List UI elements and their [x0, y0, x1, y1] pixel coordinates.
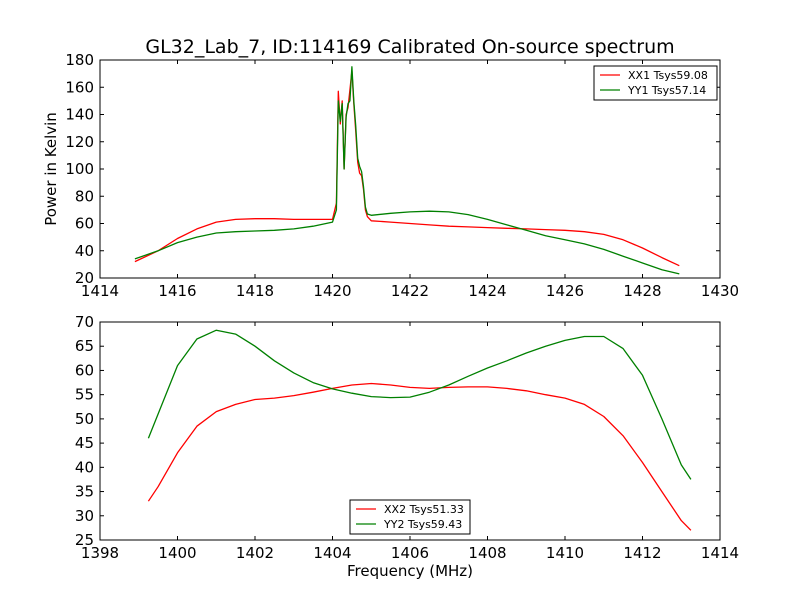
x-tick-label: 1410 — [546, 544, 584, 562]
top-plot: 1414 1416 1418 1420 1422 1424 1426 1428 1430 20 40… — [42, 51, 739, 300]
y-tick-label: 180 — [65, 51, 94, 69]
x-tick-label: 1408 — [468, 544, 506, 562]
x-tick-label: 1402 — [236, 544, 274, 562]
x-tick-label: 1420 — [313, 282, 351, 300]
y-tick-label: 65 — [75, 337, 94, 355]
x-tick-label: 1424 — [468, 282, 506, 300]
chart-title: GL32_Lab_7, ID:114169 Calibrated On-sour… — [145, 36, 674, 58]
x-tick-label: 1428 — [623, 282, 661, 300]
y-tick-label: 140 — [65, 106, 94, 124]
y-tick-label: 70 — [75, 313, 94, 331]
x-tick-label: 1400 — [158, 544, 196, 562]
y-tick-label: 30 — [75, 507, 94, 525]
legend-box — [349, 499, 471, 535]
series-line-yy1-tsys57-14 — [134, 66, 680, 275]
legend-entry: YY2 Tsys59.43 — [383, 518, 462, 531]
y-tick-label: 120 — [65, 133, 94, 151]
x-tick-label: 1430 — [701, 282, 739, 300]
y-tick-label: 40 — [75, 242, 94, 260]
y-tick-label: 60 — [75, 215, 94, 233]
x-axis-label: Frequency (MHz) — [347, 562, 473, 580]
y-tick-label: 45 — [75, 434, 94, 452]
y-tick-label: 80 — [75, 187, 94, 205]
x-tick-label: 1422 — [391, 282, 429, 300]
legend-box — [593, 65, 718, 101]
y-tick-label: 40 — [75, 458, 94, 476]
legend: XX2 Tsys51.33 YY2 Tsys59.43 — [349, 499, 471, 535]
y-tick-label: 25 — [75, 531, 94, 549]
legend: XX1 Tsys59.08 YY1 Tsys57.14 — [593, 65, 718, 101]
series-line-xx1-tsys59-08 — [134, 70, 680, 267]
legend-entry: XX1 Tsys59.08 — [628, 69, 708, 82]
x-tick-label: 1426 — [546, 282, 584, 300]
y-tick-label: 60 — [75, 361, 94, 379]
series-line-yy2-tsys59-43 — [147, 329, 692, 480]
y-tick-label: 20 — [75, 269, 94, 287]
x-tick-label: 1412 — [623, 544, 661, 562]
x-tick-label: 1414 — [81, 282, 119, 300]
y-tick-label: 50 — [75, 410, 94, 428]
x-tick-label: 1406 — [391, 544, 429, 562]
x-tick-label: 1404 — [313, 544, 351, 562]
legend-entry: YY1 Tsys57.14 — [627, 84, 706, 97]
series-line-xx2-tsys51-33 — [147, 382, 692, 531]
x-tick-label: 1398 — [81, 544, 119, 562]
x-tick-label: 1414 — [701, 544, 739, 562]
legend-entry: XX2 Tsys51.33 — [384, 503, 464, 516]
x-tick-label: 1418 — [236, 282, 274, 300]
y-tick-label: 55 — [75, 386, 94, 404]
bottom-plot: 1398 1400 1402 1404 1406 1408 1410 1412 1414 25 30… — [75, 313, 739, 580]
y-tick-label: 100 — [65, 160, 94, 178]
y-tick-label: 160 — [65, 78, 94, 96]
x-tick-label: 1416 — [158, 282, 196, 300]
y-tick-label: 35 — [75, 483, 94, 501]
y-axis-label: Power in Kelvin — [42, 112, 60, 226]
